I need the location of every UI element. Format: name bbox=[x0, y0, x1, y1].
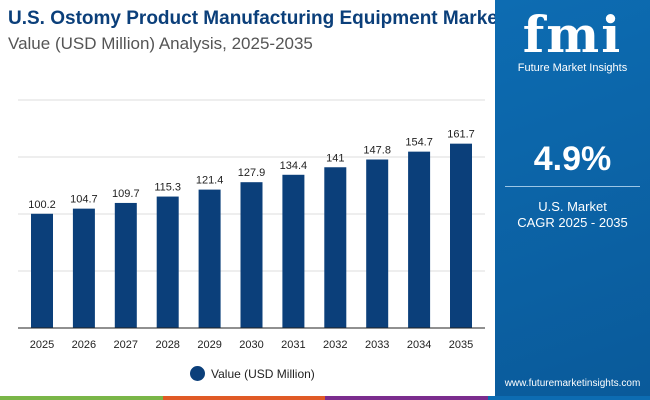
website-url[interactable]: www.futuremarketinsights.com bbox=[504, 378, 641, 389]
data-label: 115.3 bbox=[154, 182, 181, 194]
legend-label: Value (USD Million) bbox=[211, 366, 315, 381]
data-label: 141 bbox=[326, 152, 344, 164]
bar bbox=[240, 182, 263, 328]
bar bbox=[198, 189, 221, 328]
legend-swatch bbox=[190, 366, 205, 381]
x-tick-label: 2034 bbox=[407, 339, 431, 351]
data-label: 154.7 bbox=[405, 137, 433, 149]
bar bbox=[408, 151, 431, 328]
color-segment bbox=[162, 396, 325, 400]
x-tick-label: 2030 bbox=[239, 339, 263, 351]
x-tick-label: 2032 bbox=[323, 339, 347, 351]
data-label: 127.9 bbox=[238, 167, 266, 179]
bar-chart: 100.2 2025 104.7 2026 109.7 2027 115.3 2028 121.… bbox=[18, 99, 485, 351]
bar bbox=[282, 174, 305, 328]
chart-title: U.S. Ostomy Product Manufacturing Equipm… bbox=[8, 8, 505, 29]
cagr-label: CAGR 2025 - 2035 bbox=[517, 215, 628, 230]
bar bbox=[156, 196, 179, 328]
bar bbox=[366, 159, 389, 328]
bottom-color-bar bbox=[0, 396, 650, 400]
logo-mark: fmi bbox=[522, 5, 623, 64]
data-label: 161.7 bbox=[447, 129, 475, 141]
data-label: 109.7 bbox=[112, 188, 140, 200]
x-tick-label: 2029 bbox=[197, 339, 221, 351]
bar bbox=[31, 213, 53, 328]
data-label: 147.8 bbox=[363, 145, 391, 157]
x-tick-label: 2028 bbox=[155, 339, 179, 351]
data-label: 104.7 bbox=[70, 194, 98, 206]
data-label: 134.4 bbox=[280, 160, 308, 172]
x-tick-label: 2035 bbox=[449, 339, 473, 351]
bar bbox=[114, 202, 137, 328]
bar bbox=[72, 208, 95, 328]
x-tick-label: 2031 bbox=[281, 339, 305, 351]
bar bbox=[450, 143, 472, 328]
fmi-logo: fmi Future Market Insights bbox=[495, 5, 650, 75]
divider bbox=[505, 186, 640, 187]
market-label: U.S. Market bbox=[538, 199, 607, 214]
color-segment bbox=[0, 396, 163, 400]
data-label: 100.2 bbox=[28, 199, 56, 211]
color-segment bbox=[487, 396, 650, 400]
legend: Value (USD Million) bbox=[190, 366, 315, 381]
x-tick-label: 2025 bbox=[30, 339, 54, 351]
cagr-value: 4.9% bbox=[533, 140, 612, 178]
data-label: 121.4 bbox=[196, 175, 224, 187]
x-tick-label: 2026 bbox=[72, 339, 96, 351]
bar bbox=[324, 167, 347, 328]
chart-subtitle: Value (USD Million) Analysis, 2025-2035 bbox=[8, 34, 313, 53]
x-tick-label: 2027 bbox=[114, 339, 138, 351]
side-panel: fmi Future Market Insights 4.9% U.S. Mark… bbox=[495, 0, 650, 396]
color-segment bbox=[325, 396, 488, 400]
x-tick-label: 2033 bbox=[365, 339, 389, 351]
logo-subtitle: Future Market Insights bbox=[517, 62, 628, 74]
